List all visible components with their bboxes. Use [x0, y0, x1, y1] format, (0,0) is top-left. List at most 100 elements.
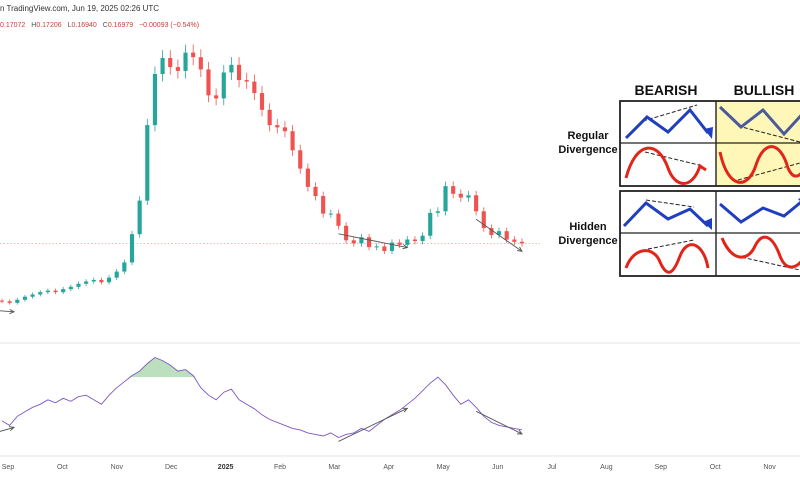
- rsi-overbought-fill: [128, 357, 197, 378]
- ohlc-readout: 0.17072 H0.17206 L0.16940 C0.16979 −0.00…: [0, 22, 203, 29]
- chart-header: n TradingView.com, Jun 19, 2025 02:26 UT…: [0, 0, 800, 18]
- candle-body: [15, 299, 20, 303]
- price-divergence-arrow-edge: [0, 310, 15, 313]
- candle-body: [145, 125, 150, 201]
- regular-bearish-indicator-icon: [624, 146, 707, 185]
- candle-body: [91, 279, 96, 282]
- row-label-hidden: Hidden: [569, 221, 607, 233]
- candle-body: [267, 109, 272, 126]
- price-divergence-arrow-head: [516, 246, 523, 252]
- candle-body: [374, 246, 379, 248]
- candle-body: [428, 212, 433, 236]
- x-tick-label: Nov: [111, 464, 124, 471]
- candle-body: [481, 211, 486, 229]
- candle-body: [458, 193, 463, 198]
- rsi-divergence-arrow-edge-head: [8, 426, 15, 432]
- x-tick-label: Jul: [548, 464, 557, 471]
- divergence-cheatsheet: BEARISH BULLISH Regular Divergence Hidde…: [558, 82, 800, 277]
- candle-body: [466, 195, 471, 198]
- candle-body: [106, 277, 112, 283]
- candle-body: [38, 292, 43, 295]
- candle-body: [244, 80, 249, 82]
- x-tick-label: May: [437, 464, 451, 471]
- ohlc-close-key: C: [102, 22, 108, 29]
- candle-body: [76, 283, 81, 287]
- candle-body: [512, 239, 517, 242]
- candle-body: [129, 234, 135, 263]
- candle-body: [397, 242, 402, 245]
- candle-body: [313, 186, 318, 197]
- ohlc-low-key: L: [67, 22, 72, 29]
- candle-body: [435, 211, 440, 213]
- candle-body: [275, 125, 280, 128]
- candle-body: [68, 286, 73, 290]
- candle-body: [496, 231, 502, 235]
- candle-body: [221, 72, 226, 99]
- candle-body: [519, 241, 525, 244]
- candle-body: [168, 57, 173, 68]
- candle-body: [137, 200, 142, 235]
- time-axis: Sep Oct Nov Dec 2025 Feb Mar Apr May Jun Jul Aug Sep…: [2, 464, 777, 471]
- ohlc-high: 0.17206: [36, 22, 62, 29]
- rsi-divergence-arrow-head: [402, 407, 409, 413]
- rsi-divergence-arrow-edge: [0, 426, 15, 432]
- candle-body: [61, 289, 66, 293]
- candle-body: [22, 296, 28, 300]
- x-tick-label: Feb: [274, 464, 286, 471]
- x-tick-label: Sep: [655, 464, 668, 471]
- hidden-bearish-indicator-icon: [624, 239, 710, 274]
- candle-body: [160, 57, 165, 74]
- candle-body: [252, 81, 257, 94]
- x-tick-label: Oct: [57, 464, 68, 471]
- candle-body: [366, 237, 372, 248]
- hidden-bullish-indicator-icon: [720, 235, 800, 271]
- candle-body: [420, 235, 425, 242]
- candle-body: [328, 213, 333, 215]
- row-label-regular: Regular: [568, 130, 610, 142]
- rsi-divergence-lines: [0, 407, 523, 442]
- col-header-bullish: BULLISH: [734, 82, 795, 98]
- candle-body: [84, 281, 89, 284]
- row-label-regular-divergence: Divergence: [558, 144, 617, 156]
- candle-body: [175, 67, 180, 71]
- candle-body: [282, 127, 288, 132]
- price-divergence-arrow-head: [402, 244, 409, 250]
- candle-body: [504, 231, 509, 240]
- candle-body: [351, 240, 356, 244]
- candle-body: [198, 57, 203, 70]
- rsi-divergence-arrow-head: [516, 429, 523, 435]
- price-divergence-arrow: [475, 218, 523, 252]
- regular-bullish-indicator-icon: [718, 145, 800, 184]
- candle-body: [152, 73, 158, 126]
- x-tick-label: Apr: [383, 464, 395, 471]
- candle-body: [305, 168, 310, 187]
- hidden-bearish-price-icon: [622, 199, 712, 230]
- candle-body: [344, 225, 349, 241]
- candle-body: [7, 301, 12, 303]
- price-divergence-arrow: [338, 233, 408, 248]
- ohlc-change: −0.00093 (−0.54%): [139, 22, 200, 29]
- candle-body: [412, 239, 418, 242]
- x-tick-label: Aug: [600, 464, 613, 471]
- candle-body: [45, 290, 50, 293]
- candle-body: [474, 195, 479, 212]
- ohlc-high-key: H: [31, 22, 37, 29]
- x-tick-label: Dec: [165, 464, 178, 471]
- x-tick-label: 2025: [218, 464, 234, 471]
- candle-body: [229, 64, 234, 73]
- price-candles: [0, 44, 525, 305]
- ohlc-low: 0.16940: [71, 22, 97, 29]
- x-tick-label: Jun: [492, 464, 503, 471]
- candle-body: [122, 262, 127, 272]
- candle-body: [389, 242, 395, 251]
- regular-bearish-price-icon: [624, 104, 713, 140]
- price-divergence-arrow-edge-head: [9, 308, 16, 315]
- ohlc-close: 0.16979: [107, 22, 134, 29]
- rsi-divergence-arrow: [338, 407, 408, 442]
- candle-body: [0, 300, 5, 302]
- candle-body: [321, 196, 326, 214]
- candle-body: [236, 64, 242, 81]
- ohlc-open: 0.17072: [0, 22, 26, 29]
